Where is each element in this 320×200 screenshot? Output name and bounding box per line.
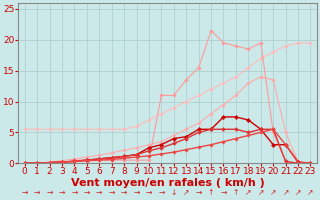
- Text: →: →: [71, 188, 77, 197]
- Text: ↗: ↗: [258, 188, 264, 197]
- Text: →: →: [121, 188, 127, 197]
- Text: ↗: ↗: [270, 188, 276, 197]
- Text: →: →: [196, 188, 202, 197]
- Text: ↑: ↑: [208, 188, 214, 197]
- Text: ↑: ↑: [233, 188, 239, 197]
- Text: →: →: [108, 188, 115, 197]
- Text: →: →: [84, 188, 90, 197]
- Text: →: →: [146, 188, 152, 197]
- Text: →: →: [21, 188, 28, 197]
- Text: ↗: ↗: [307, 188, 314, 197]
- X-axis label: Vent moyen/en rafales ( km/h ): Vent moyen/en rafales ( km/h ): [71, 178, 264, 188]
- Text: ↗: ↗: [283, 188, 289, 197]
- Text: →: →: [96, 188, 102, 197]
- Text: ↗: ↗: [245, 188, 252, 197]
- Text: ↓: ↓: [171, 188, 177, 197]
- Text: →: →: [220, 188, 227, 197]
- Text: →: →: [59, 188, 65, 197]
- Text: ↗: ↗: [183, 188, 189, 197]
- Text: →: →: [46, 188, 53, 197]
- Text: →: →: [158, 188, 164, 197]
- Text: →: →: [34, 188, 40, 197]
- Text: →: →: [133, 188, 140, 197]
- Text: ↗: ↗: [295, 188, 301, 197]
